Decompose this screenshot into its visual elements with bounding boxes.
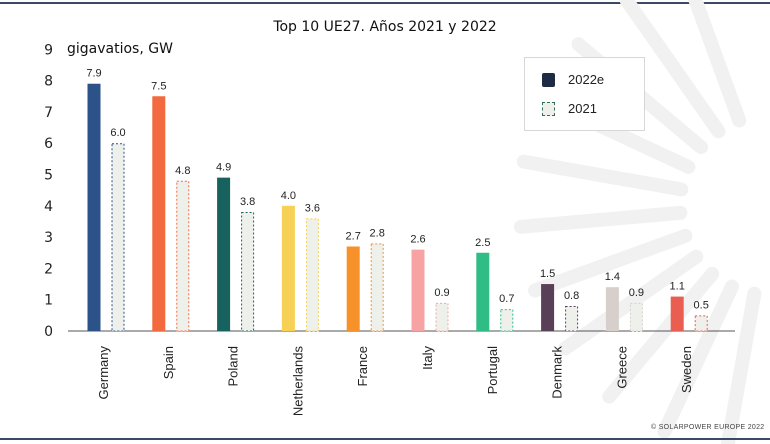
y-tick-label: 9 — [44, 42, 53, 58]
value-label-2022e: 1.5 — [540, 268, 555, 280]
value-label-2022e: 2.6 — [410, 234, 425, 246]
value-label-2021: 0.7 — [499, 293, 514, 305]
bottom-frame-line — [0, 438, 770, 440]
bar-2021 — [241, 212, 255, 332]
value-label-2022e: 1.4 — [605, 271, 620, 283]
y-tick-label: 1 — [44, 293, 53, 309]
bar-2022e — [152, 96, 166, 331]
y-tick-label: 8 — [44, 74, 53, 90]
bars-group — [87, 83, 708, 332]
sunburst-ray — [516, 154, 689, 197]
y-tick-label: 6 — [44, 136, 53, 152]
bar-2021 — [435, 302, 449, 332]
bar-2021 — [565, 305, 579, 332]
copyright-text: © SOLARPOWER EUROPE 2022 — [651, 424, 765, 431]
value-label-2021: 3.6 — [305, 202, 320, 214]
value-label-2022e: 7.9 — [86, 68, 101, 80]
bar-2022e — [476, 252, 490, 331]
bar-2022e — [411, 249, 425, 331]
chart-title: Top 10 UE27. Años 2021 y 2022 — [273, 19, 497, 35]
sunburst-watermark — [513, 0, 762, 444]
bar-2021 — [176, 180, 190, 332]
value-label-2021: 0.9 — [629, 287, 644, 299]
sunburst-ray — [687, 0, 747, 128]
bar-2021 — [305, 218, 319, 332]
value-label-2021: 0.5 — [694, 299, 709, 311]
value-label-2021: 0.8 — [564, 290, 579, 302]
value-label-2021: 2.8 — [370, 227, 385, 239]
value-label-2022e: 2.5 — [475, 237, 490, 249]
category-labels-group: Germany Spain Poland Netherlands France Italy… — [96, 346, 694, 417]
y-tick-label: 4 — [44, 199, 53, 215]
y-tick-label: 0 — [44, 324, 53, 340]
category-label: Spain — [161, 346, 176, 379]
bar-2021 — [370, 243, 384, 332]
y-tick-label: 2 — [44, 261, 53, 277]
category-label: Italy — [420, 346, 435, 370]
value-label-2021: 3.8 — [240, 196, 255, 208]
bar-2022e — [541, 284, 555, 331]
y-tick-label: 5 — [44, 168, 53, 184]
bar-2021 — [500, 309, 514, 332]
sunburst-ray — [558, 249, 704, 356]
top-frame-line — [0, 2, 770, 4]
legend-swatch-dashed — [542, 101, 555, 116]
category-label: Sweden — [679, 346, 694, 393]
sunburst-ray — [528, 228, 693, 298]
y-axis-ticks: 0 1 2 3 4 5 6 7 8 9 — [44, 42, 53, 340]
category-label: Poland — [226, 346, 241, 386]
value-label-2022e: 4.0 — [281, 190, 296, 202]
sunburst-ray — [720, 286, 762, 444]
sunburst-ray — [619, 0, 726, 139]
bar-2022e — [217, 177, 231, 331]
bar-2022e — [670, 296, 684, 331]
value-label-2021: 4.8 — [175, 165, 190, 177]
value-label-2021: 6.0 — [110, 127, 125, 139]
bar-2022e — [87, 83, 101, 331]
sunburst-ray — [602, 266, 720, 404]
sunburst-ray — [657, 279, 739, 439]
legend-label-2021: 2021 — [568, 101, 597, 116]
bar-2022e — [346, 246, 360, 331]
legend-label-2022e: 2022e — [568, 72, 605, 87]
legend-swatch-solid — [542, 72, 555, 87]
y-tick-label: 3 — [44, 230, 53, 246]
y-axis-unit-label: gigavatios, GW — [67, 41, 173, 57]
category-label: Denmark — [550, 346, 565, 399]
legend: 2022e 2021 — [524, 57, 645, 131]
category-label: Germany — [96, 346, 111, 400]
legend-item-2022e: 2022e — [542, 72, 604, 87]
sunburst-ray — [513, 205, 688, 234]
value-label-2022e: 7.5 — [151, 80, 166, 92]
value-label-2022e: 2.7 — [346, 230, 361, 242]
legend-item-2021: 2021 — [542, 101, 597, 116]
y-tick-label: 7 — [44, 105, 53, 121]
category-label: Greece — [614, 346, 629, 389]
value-label-2021: 0.9 — [434, 287, 449, 299]
category-label: Netherlands — [290, 346, 305, 417]
value-label-2022e: 4.9 — [216, 162, 231, 174]
category-label: Portugal — [485, 346, 500, 395]
bar-2021 — [694, 315, 708, 332]
bar-2021 — [629, 302, 643, 332]
value-label-2022e: 1.1 — [670, 281, 685, 293]
category-label: France — [355, 346, 370, 386]
bar-2022e — [605, 287, 619, 331]
bar-2022e — [281, 205, 295, 331]
bar-2021 — [111, 143, 125, 332]
value-labels-group: 7.9 6.0 7.5 4.8 4.9 3.8 4.0 3.6 2.7 2.8 2.6 0.9 2.5 0… — [86, 68, 708, 312]
